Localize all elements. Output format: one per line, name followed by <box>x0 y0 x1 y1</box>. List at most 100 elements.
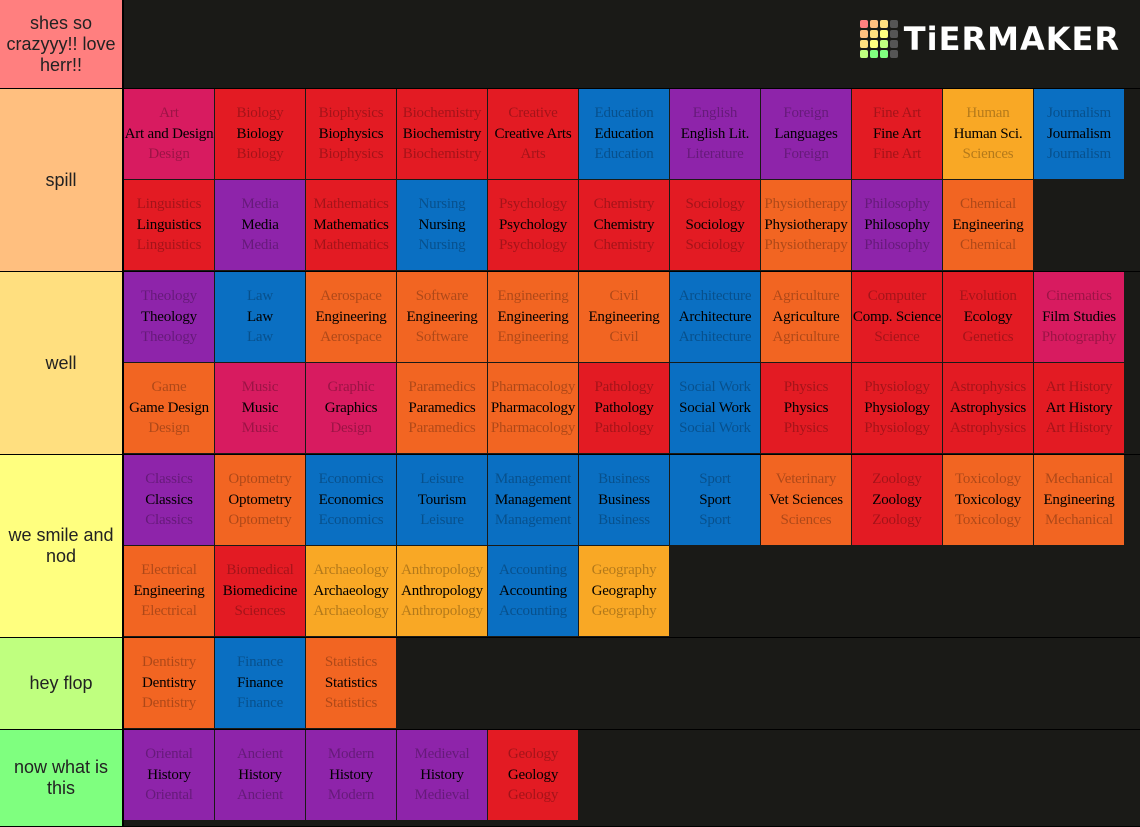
tier-item[interactable]: Nursing Nursing Nursing <box>397 180 487 270</box>
tier-item[interactable]: Mathematics Mathematics Mathematics <box>306 180 396 270</box>
tier-item[interactable]: Sport Sport Sport <box>670 455 760 545</box>
tier-item[interactable]: Leisure Tourism Leisure <box>397 455 487 545</box>
tier-item[interactable]: Modern History Modern <box>306 730 396 820</box>
item-top-text: Game <box>151 379 187 396</box>
tier-item[interactable]: Journalism Journalism Journalism <box>1034 89 1124 179</box>
tier-item[interactable]: Statistics Statistics Statistics <box>306 638 396 728</box>
item-top-text: Foreign <box>783 105 829 122</box>
item-title: Business <box>598 491 650 508</box>
tier-item[interactable]: Astrophysics Astrophysics Astrophysics <box>943 363 1033 453</box>
tier-label: we smile and nod <box>0 455 124 637</box>
tier-item[interactable]: Sociology Sociology Sociology <box>670 180 760 270</box>
tier-item[interactable]: Biomedical Biomedicine Sciences <box>215 546 305 636</box>
tier-item[interactable]: Medieval History Medieval <box>397 730 487 820</box>
tier-item[interactable]: Physiology Physiology Physiology <box>852 363 942 453</box>
item-title: Paramedics <box>408 399 476 416</box>
tier-item[interactable]: Art Art and Design Design <box>124 89 214 179</box>
tier-item[interactable]: Human Human Sci. Sciences <box>943 89 1033 179</box>
tier-item[interactable]: Law Law Law <box>215 272 305 362</box>
logo-icon <box>859 20 898 58</box>
tier-item[interactable]: Zoology Zoology Zoology <box>852 455 942 545</box>
tier-item[interactable]: Software Engineering Software <box>397 272 487 362</box>
item-bottom-text: Accounting <box>499 603 567 620</box>
item-title: Sport <box>699 491 731 508</box>
item-title: Game Design <box>129 399 209 416</box>
tier-item[interactable]: English English Lit. Literature <box>670 89 760 179</box>
item-top-text: Cinematics <box>1046 288 1112 305</box>
tier-item[interactable]: Computer Comp. Science Science <box>852 272 942 362</box>
tier-item[interactable]: Dentistry Dentistry Dentistry <box>124 638 214 728</box>
item-top-text: Classics <box>145 471 193 488</box>
tier-item[interactable]: Toxicology Toxicology Toxicology <box>943 455 1033 545</box>
item-bottom-text: Photography <box>1041 329 1117 346</box>
tier-item[interactable]: Graphic Graphics Design <box>306 363 396 453</box>
tier-item[interactable]: Accounting Accounting Accounting <box>488 546 578 636</box>
tier-item[interactable]: Electrical Engineering Electrical <box>124 546 214 636</box>
tier-item[interactable]: Biophysics Biophysics Biophysics <box>306 89 396 179</box>
tier-item[interactable]: Paramedics Paramedics Paramedics <box>397 363 487 453</box>
tier-item[interactable]: Fine Art Fine Art Fine Art <box>852 89 942 179</box>
tier-item[interactable]: Archaeology Archaeology Archaeology <box>306 546 396 636</box>
item-title: Biochemistry <box>402 125 482 142</box>
item-bottom-text: Design <box>148 146 190 163</box>
tier-item[interactable]: Oriental History Oriental <box>124 730 214 820</box>
tier-item[interactable]: Anthropology Anthropology Anthropology <box>397 546 487 636</box>
tier-item[interactable]: Education Education Education <box>579 89 669 179</box>
item-bottom-text: Toxicology <box>954 512 1022 529</box>
tier-item[interactable]: Game Game Design Design <box>124 363 214 453</box>
tier-item[interactable]: Theology Theology Theology <box>124 272 214 362</box>
item-title: Engineering <box>497 308 569 325</box>
item-title: Zoology <box>872 491 922 508</box>
item-title: Mathematics <box>313 216 389 233</box>
tier-item[interactable]: Social Work Social Work Social Work <box>670 363 760 453</box>
tier-item[interactable]: Philosophy Philosophy Philosophy <box>852 180 942 270</box>
tier-item[interactable]: Psychology Psychology Psychology <box>488 180 578 270</box>
item-title: Film Studies <box>1042 308 1116 325</box>
item-bottom-text: Sociology <box>685 237 745 254</box>
item-title: Finance <box>236 674 284 691</box>
tier-item[interactable]: Chemistry Chemistry Chemistry <box>579 180 669 270</box>
item-top-text: Education <box>594 105 654 122</box>
tier-item[interactable]: Business Business Business <box>579 455 669 545</box>
tier-item[interactable]: Geography Geography Geography <box>579 546 669 636</box>
tier-item[interactable]: Pathology Pathology Pathology <box>579 363 669 453</box>
item-top-text: Sport <box>699 471 731 488</box>
tier-item[interactable]: Biology Biology Biology <box>215 89 305 179</box>
tier-item[interactable]: Economics Economics Economics <box>306 455 396 545</box>
tier-item[interactable]: Media Media Media <box>215 180 305 270</box>
tier-item[interactable]: Agriculture Agriculture Agriculture <box>761 272 851 362</box>
tier-item[interactable]: Biochemistry Biochemistry Biochemistry <box>397 89 487 179</box>
tier-item[interactable]: Foreign Languages Foreign <box>761 89 851 179</box>
tier-item[interactable]: Aerospace Engineering Aerospace <box>306 272 396 362</box>
tier-item[interactable]: Physiotherapy Physiotherapy Physiotherapy <box>761 180 851 270</box>
item-top-text: Media <box>241 196 279 213</box>
tier-item[interactable]: Classics Classics Classics <box>124 455 214 545</box>
item-top-text: Fine Art <box>873 105 921 122</box>
tier-item[interactable]: Optometry Optometry Optometry <box>215 455 305 545</box>
tier-item[interactable]: Music Music Music <box>215 363 305 453</box>
tier-item[interactable]: Art History Art History Art History <box>1034 363 1124 453</box>
tier-item[interactable]: Mechanical Engineering Mechanical <box>1034 455 1124 545</box>
item-bottom-text: Law <box>246 329 274 346</box>
item-bottom-text: Science <box>874 329 920 346</box>
item-bottom-text: Oriental <box>145 787 193 804</box>
tier-item[interactable]: Architecture Architecture Architecture <box>670 272 760 362</box>
item-title: Physics <box>783 399 829 416</box>
tier-item[interactable]: Pharmacology Pharmacology Pharmacology <box>488 363 578 453</box>
tier-item[interactable]: Physics Physics Physics <box>761 363 851 453</box>
tier-item[interactable]: Civil Engineering Civil <box>579 272 669 362</box>
tier-item[interactable]: Veterinary Vet Sciences Sciences <box>761 455 851 545</box>
tier-item[interactable]: Geology Geology Geology <box>488 730 578 820</box>
tier-item[interactable]: Ancient History Ancient <box>215 730 305 820</box>
tier-item[interactable]: Management Management Management <box>488 455 578 545</box>
tier-item[interactable]: Chemical Engineering Chemical <box>943 180 1033 270</box>
tier-item[interactable]: Evolution Ecology Genetics <box>943 272 1033 362</box>
item-title: Fine Art <box>873 125 921 142</box>
tier-item[interactable]: Creative Creative Arts Arts <box>488 89 578 179</box>
tier-item[interactable]: Engineering Engineering Engineering <box>488 272 578 362</box>
tier-item[interactable]: Finance Finance Finance <box>215 638 305 728</box>
tier-item[interactable]: Linguistics Linguistics Linguistics <box>124 180 214 270</box>
item-top-text: Veterinary <box>775 471 837 488</box>
tier-item[interactable]: Cinematics Film Studies Photography <box>1034 272 1124 362</box>
item-title: Media <box>241 216 279 233</box>
